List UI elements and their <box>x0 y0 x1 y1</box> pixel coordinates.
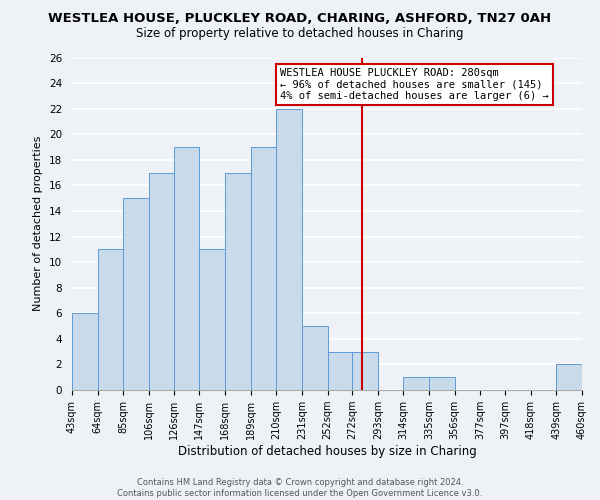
Bar <box>124 198 149 390</box>
Bar <box>173 147 199 390</box>
Bar <box>403 377 429 390</box>
Bar <box>276 108 302 390</box>
Text: Size of property relative to detached houses in Charing: Size of property relative to detached ho… <box>136 28 464 40</box>
Bar <box>149 172 173 390</box>
Bar <box>225 172 251 390</box>
Y-axis label: Number of detached properties: Number of detached properties <box>34 136 43 312</box>
Bar <box>199 250 225 390</box>
Bar <box>251 147 276 390</box>
Text: Contains HM Land Registry data © Crown copyright and database right 2024.
Contai: Contains HM Land Registry data © Crown c… <box>118 478 482 498</box>
Bar <box>98 250 124 390</box>
X-axis label: Distribution of detached houses by size in Charing: Distribution of detached houses by size … <box>178 445 476 458</box>
Bar <box>352 352 378 390</box>
Bar <box>328 352 352 390</box>
Text: WESTLEA HOUSE PLUCKLEY ROAD: 280sqm
← 96% of detached houses are smaller (145)
4: WESTLEA HOUSE PLUCKLEY ROAD: 280sqm ← 96… <box>280 68 548 101</box>
Text: WESTLEA HOUSE, PLUCKLEY ROAD, CHARING, ASHFORD, TN27 0AH: WESTLEA HOUSE, PLUCKLEY ROAD, CHARING, A… <box>49 12 551 26</box>
Bar <box>302 326 328 390</box>
Bar <box>429 377 455 390</box>
Bar <box>556 364 582 390</box>
Bar <box>72 314 98 390</box>
